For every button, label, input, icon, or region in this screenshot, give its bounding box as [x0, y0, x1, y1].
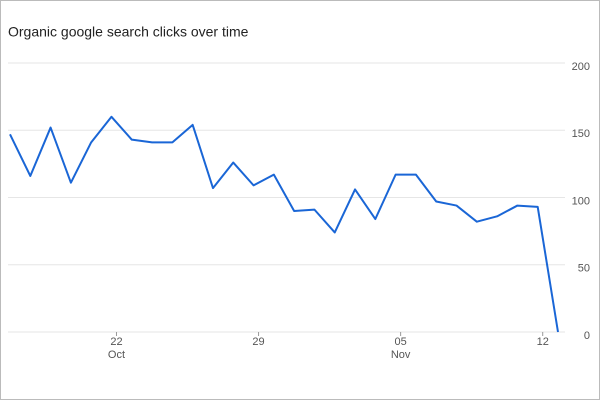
y-tick-label: 150: [572, 128, 590, 140]
y-tick-label: 100: [572, 195, 590, 207]
x-tick-label: 22: [110, 336, 122, 348]
x-tick-label: 29: [252, 336, 264, 348]
y-tick-label: 50: [578, 263, 590, 275]
x-tick-label: 05: [395, 336, 407, 348]
x-month-label: Nov: [391, 349, 411, 361]
x-month-label: Oct: [108, 349, 125, 361]
data-line: [9, 115, 559, 333]
y-tick-label: 0: [584, 330, 590, 342]
chart-title: Organic google search clicks over time: [8, 24, 249, 40]
y-tick-label: 200: [572, 61, 590, 73]
x-tick-label: 12: [537, 336, 549, 348]
